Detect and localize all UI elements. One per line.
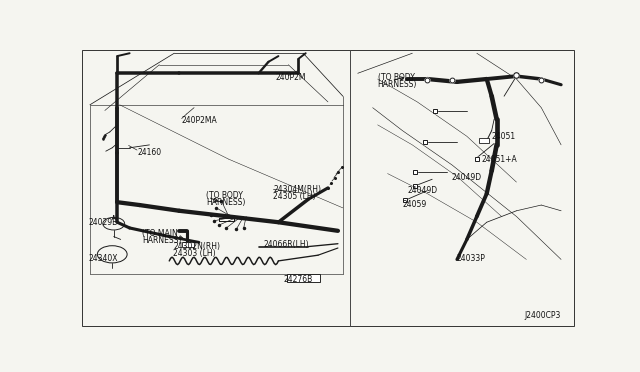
Text: 240P2M: 240P2M	[276, 73, 307, 82]
Text: 24051+A: 24051+A	[482, 155, 518, 164]
Text: (TO MAIN: (TO MAIN	[142, 229, 178, 238]
Text: 24305 (LH): 24305 (LH)	[273, 192, 316, 201]
Text: HARNESS): HARNESS)	[207, 198, 246, 207]
Text: 24340X: 24340X	[89, 254, 118, 263]
Text: 240P2MA: 240P2MA	[182, 116, 218, 125]
Bar	[287, 274, 319, 282]
Text: (TO BODY: (TO BODY	[378, 73, 415, 82]
Text: 24276B: 24276B	[284, 275, 312, 284]
Bar	[182, 242, 194, 247]
Text: 24304M(RH): 24304M(RH)	[273, 185, 321, 194]
Text: 24049D: 24049D	[408, 186, 438, 195]
Text: HARNESS): HARNESS)	[142, 236, 181, 245]
Text: (TO BODY: (TO BODY	[207, 190, 243, 199]
Text: 24051: 24051	[492, 132, 516, 141]
Text: J2400CP3: J2400CP3	[524, 311, 560, 320]
Text: 24029E: 24029E	[89, 218, 118, 227]
Text: 24033P: 24033P	[457, 254, 486, 263]
Bar	[479, 138, 489, 144]
Text: 24302N(RH): 24302N(RH)	[173, 242, 220, 251]
Text: 24059: 24059	[403, 200, 427, 209]
Text: 24160: 24160	[137, 148, 161, 157]
Text: 24049D: 24049D	[452, 173, 482, 182]
Text: HARNESS): HARNESS)	[378, 80, 417, 89]
Text: 24303 (LH): 24303 (LH)	[173, 248, 216, 258]
Text: 24066R(LH): 24066R(LH)	[264, 240, 309, 249]
